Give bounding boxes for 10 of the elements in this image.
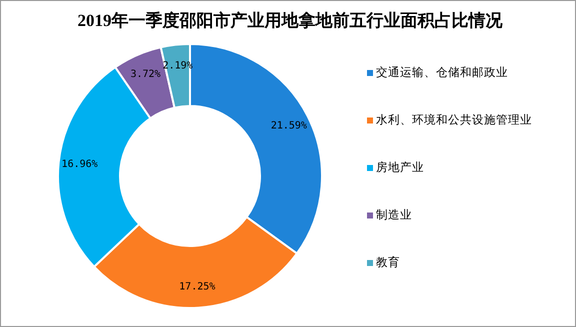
- data-label: 16.96%: [62, 159, 98, 170]
- legend-label: 水利、环境和公共设施管理业: [376, 112, 532, 127]
- data-label: 17.25%: [179, 282, 216, 292]
- data-label: 3.72%: [130, 69, 161, 80]
- chart-title: 2019年一季度邵阳市产业用地拿地前五行业面积占比情况: [78, 11, 504, 30]
- legend-label: 房地产业: [376, 160, 424, 174]
- legend-label: 教育: [376, 255, 400, 270]
- data-label: 21.59%: [270, 120, 307, 132]
- legend-label: 交通运输、仓储和邮政业: [376, 65, 508, 80]
- legend-label: 制造业: [376, 208, 412, 222]
